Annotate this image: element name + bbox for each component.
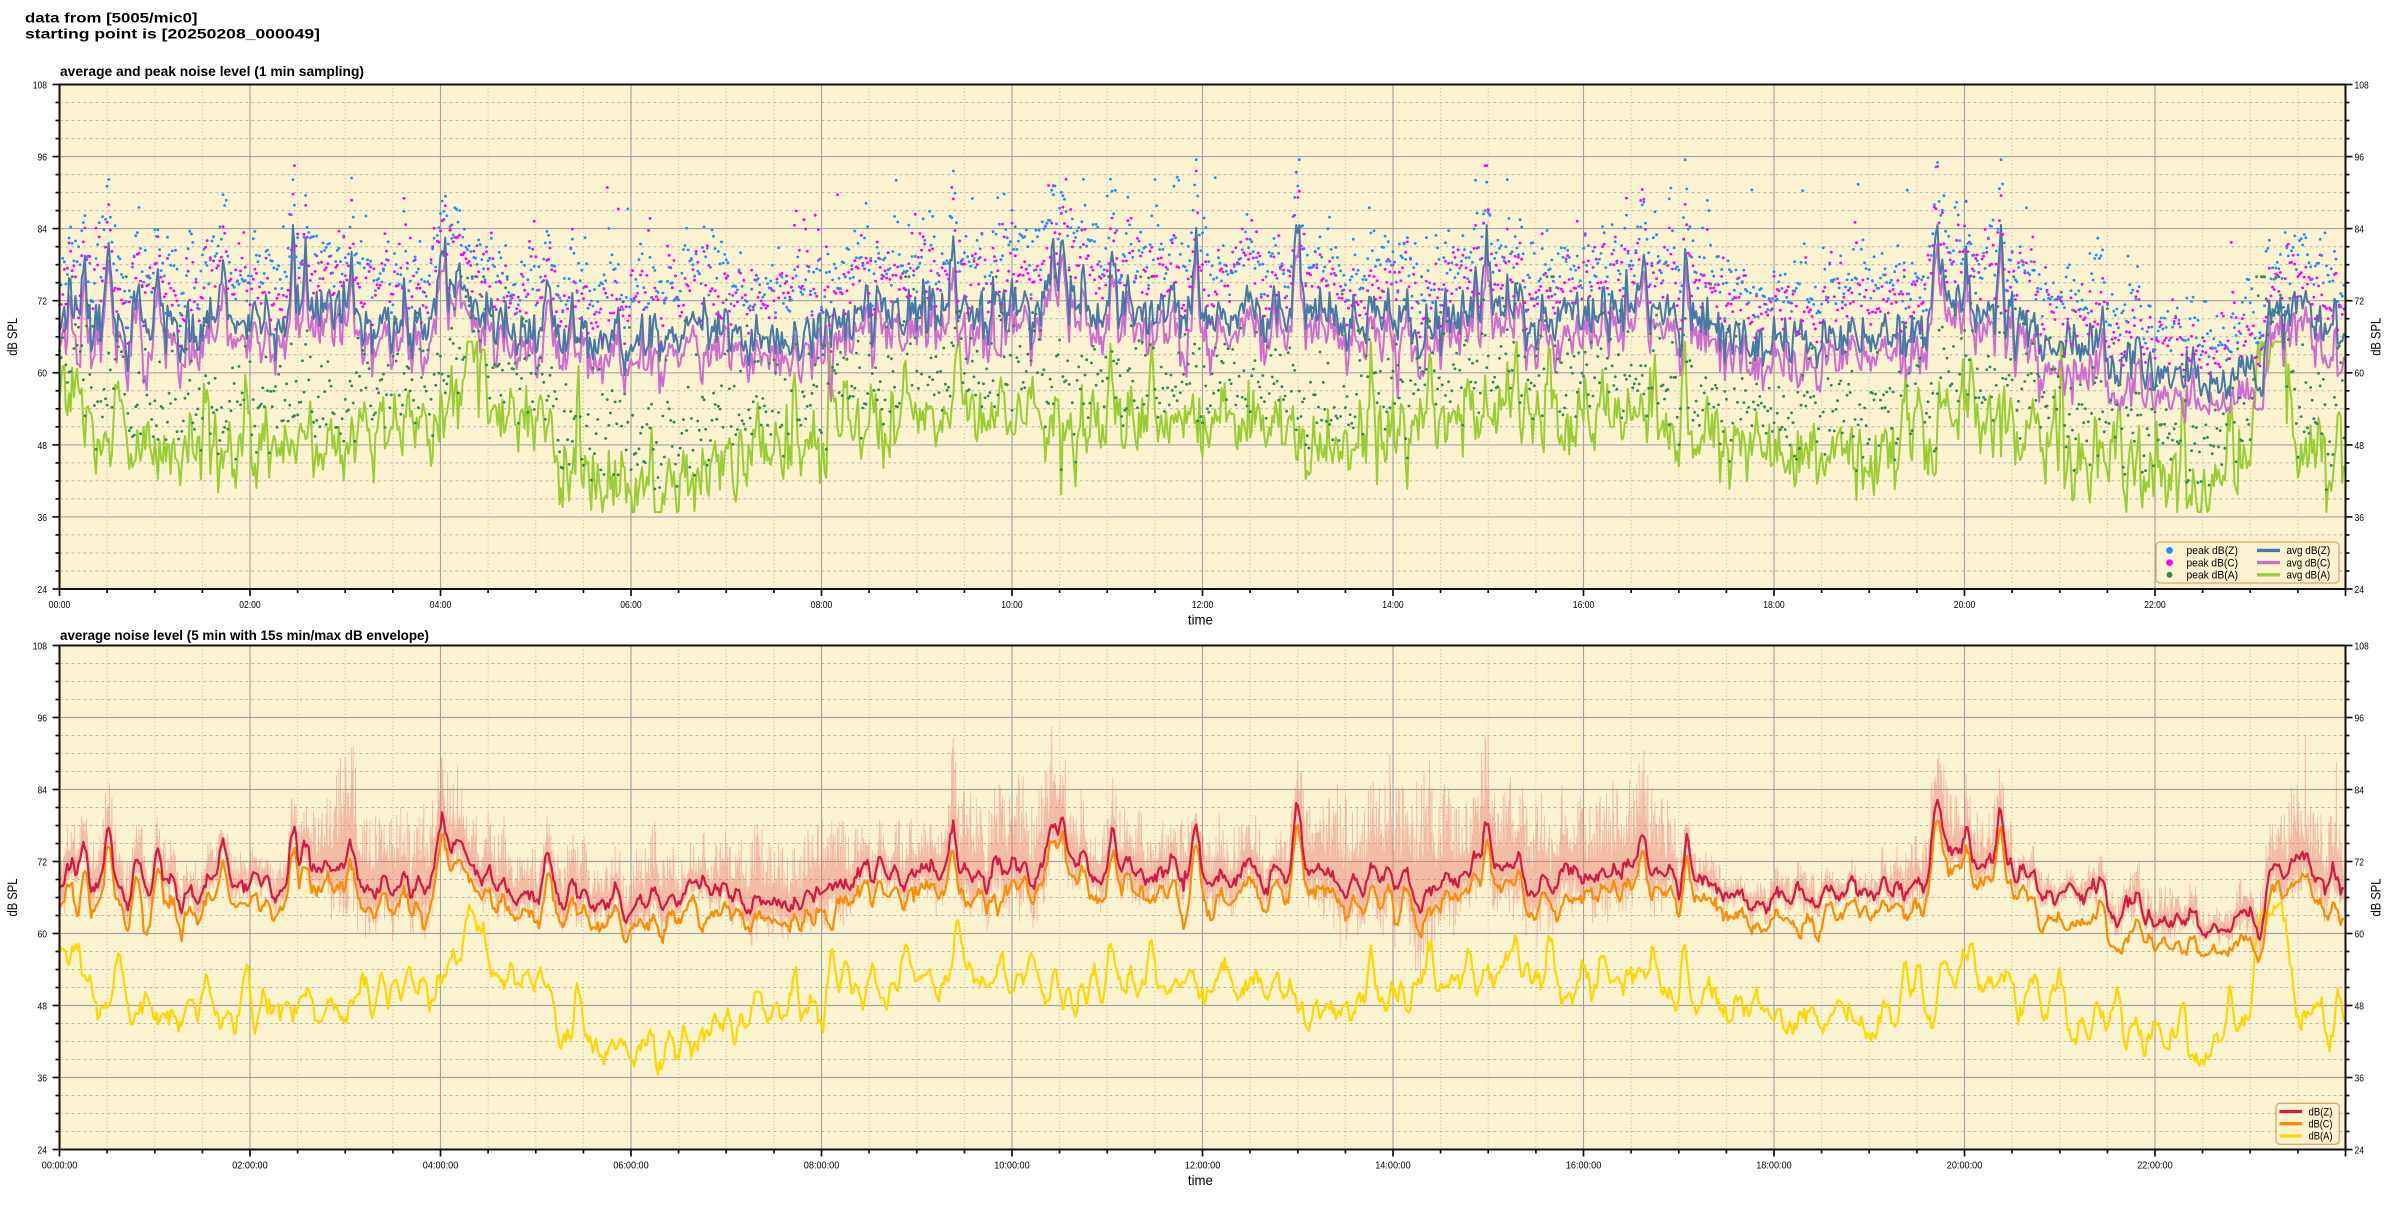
svg-text:10:00:00: 10:00:00: [994, 1160, 1030, 1172]
svg-text:time: time: [1188, 1172, 1213, 1188]
svg-text:02:00: 02:00: [239, 599, 261, 611]
svg-text:84: 84: [38, 784, 48, 796]
svg-text:36: 36: [2355, 1072, 2365, 1084]
svg-text:06:00: 06:00: [620, 599, 642, 611]
svg-text:08:00:00: 08:00:00: [804, 1160, 840, 1172]
svg-text:84: 84: [2355, 784, 2365, 796]
svg-text:36: 36: [2355, 512, 2365, 524]
svg-text:avg dB(C): avg dB(C): [2287, 557, 2331, 569]
svg-text:24: 24: [38, 1144, 48, 1156]
svg-text:60: 60: [38, 928, 48, 940]
svg-text:18:00: 18:00: [1763, 599, 1785, 611]
svg-text:48: 48: [2355, 440, 2365, 452]
svg-text:dB(A): dB(A): [2309, 1131, 2333, 1143]
svg-text:avg dB(A): avg dB(A): [2287, 570, 2331, 582]
svg-text:peak dB(C): peak dB(C): [2187, 557, 2239, 569]
svg-text:starting point is [20250208_00: starting point is [20250208_000049]: [25, 26, 320, 42]
svg-text:108: 108: [33, 640, 47, 652]
svg-text:dB SPL: dB SPL: [5, 317, 20, 355]
svg-text:72: 72: [2355, 856, 2365, 868]
svg-text:04:00:00: 04:00:00: [423, 1160, 459, 1172]
svg-text:dB SPL: dB SPL: [5, 878, 20, 916]
svg-text:avg dB(Z): avg dB(Z): [2287, 545, 2331, 557]
svg-text:02:00:00: 02:00:00: [232, 1160, 268, 1172]
svg-text:48: 48: [38, 1000, 48, 1012]
svg-text:36: 36: [38, 512, 48, 524]
svg-text:72: 72: [38, 856, 48, 868]
svg-text:20:00:00: 20:00:00: [1947, 1160, 1983, 1172]
svg-text:08:00: 08:00: [811, 599, 833, 611]
svg-text:peak dB(Z): peak dB(Z): [2187, 545, 2239, 557]
svg-text:00:00: 00:00: [49, 599, 71, 611]
svg-text:108: 108: [33, 79, 47, 91]
svg-text:dB SPL: dB SPL: [2369, 878, 2384, 916]
svg-text:48: 48: [2355, 1000, 2365, 1012]
svg-text:72: 72: [38, 296, 48, 308]
svg-text:108: 108: [2355, 79, 2369, 91]
svg-text:24: 24: [2355, 1144, 2365, 1156]
svg-text:96: 96: [2355, 712, 2365, 724]
svg-text:14:00: 14:00: [1382, 599, 1404, 611]
svg-text:10:00: 10:00: [1001, 599, 1023, 611]
svg-text:18:00:00: 18:00:00: [1756, 1160, 1792, 1172]
svg-text:24: 24: [38, 584, 48, 596]
svg-text:60: 60: [2355, 368, 2365, 380]
svg-text:16:00:00: 16:00:00: [1566, 1160, 1602, 1172]
svg-text:96: 96: [2355, 152, 2365, 164]
svg-text:average and peak noise level (: average and peak noise level (1 min samp…: [60, 63, 364, 79]
svg-text:96: 96: [38, 152, 48, 164]
svg-text:16:00: 16:00: [1573, 599, 1595, 611]
svg-text:22:00: 22:00: [2144, 599, 2166, 611]
svg-text:48: 48: [38, 440, 48, 452]
svg-text:12:00: 12:00: [1192, 599, 1214, 611]
svg-text:60: 60: [38, 368, 48, 380]
svg-text:peak dB(A): peak dB(A): [2187, 570, 2239, 582]
svg-text:84: 84: [38, 224, 48, 236]
svg-text:dB SPL: dB SPL: [2369, 317, 2384, 355]
svg-text:dB(Z): dB(Z): [2309, 1106, 2333, 1118]
svg-text:14:00:00: 14:00:00: [1375, 1160, 1411, 1172]
svg-text:20:00: 20:00: [1954, 599, 1976, 611]
svg-text:24: 24: [2355, 584, 2365, 596]
svg-text:12:00:00: 12:00:00: [1185, 1160, 1221, 1172]
svg-text:96: 96: [38, 712, 48, 724]
svg-text:108: 108: [2355, 640, 2369, 652]
svg-text:time: time: [1188, 611, 1213, 627]
svg-text:average noise level (5 min wit: average noise level (5 min with 15s min/…: [60, 627, 429, 643]
svg-text:00:00:00: 00:00:00: [42, 1160, 78, 1172]
svg-text:data from [5005/mic0]: data from [5005/mic0]: [25, 10, 198, 26]
svg-text:22:00:00: 22:00:00: [2137, 1160, 2173, 1172]
svg-text:72: 72: [2355, 296, 2365, 308]
svg-text:04:00: 04:00: [430, 599, 452, 611]
svg-text:60: 60: [2355, 928, 2365, 940]
svg-text:06:00:00: 06:00:00: [613, 1160, 649, 1172]
svg-text:36: 36: [38, 1072, 48, 1084]
svg-text:dB(C): dB(C): [2309, 1119, 2333, 1131]
svg-text:84: 84: [2355, 224, 2365, 236]
